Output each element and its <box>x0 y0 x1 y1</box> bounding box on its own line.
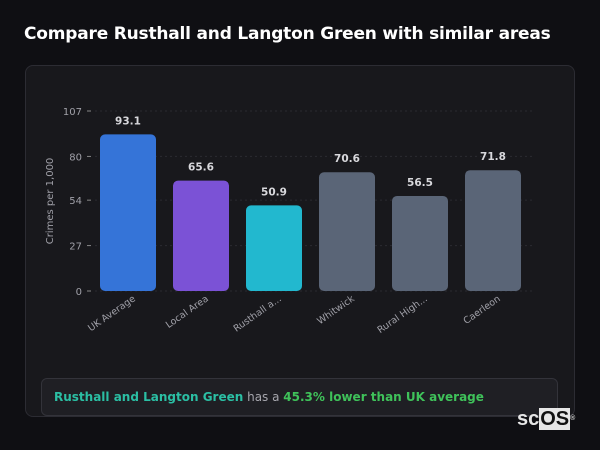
bar-5 <box>465 170 521 291</box>
summary-comparison: 45.3% lower than UK average <box>283 390 484 404</box>
bar-value-label: 56.5 <box>407 177 433 189</box>
bar-1 <box>173 180 229 291</box>
bar-value-label: 70.6 <box>334 153 360 165</box>
bar-4 <box>392 195 448 291</box>
x-tick-label: Local Area <box>164 293 211 330</box>
y-tick-label: 107 <box>63 107 82 118</box>
y-tick-label: 54 <box>69 196 82 207</box>
x-tick-label: Rusthall a... <box>232 293 284 334</box>
bar-2 <box>246 205 302 291</box>
bar-3 <box>319 172 375 291</box>
page-title: Compare Rusthall and Langton Green with … <box>24 24 551 44</box>
y-tick-label: 80 <box>69 152 82 163</box>
x-tick-label: Caerleon <box>462 293 503 326</box>
y-axis-label: Crimes per 1,000 <box>45 158 56 245</box>
y-tick-label: 27 <box>69 242 82 253</box>
x-tick-label: Rural High... <box>376 293 430 336</box>
x-tick-label: Whitwick <box>315 293 357 327</box>
summary-box: Rusthall and Langton Green has a 45.3% l… <box>41 378 558 416</box>
y-tick-label: 0 <box>76 287 82 298</box>
bar-value-label: 93.1 <box>115 115 141 127</box>
watermark-logo: scOS® <box>517 408 576 430</box>
bar-value-label: 71.8 <box>480 151 506 163</box>
bar-value-label: 65.6 <box>188 162 214 174</box>
summary-area: Rusthall and Langton Green <box>54 390 244 404</box>
summary-connector: has a <box>243 390 284 404</box>
bar-0 <box>100 134 156 291</box>
bar-value-label: 50.9 <box>261 186 287 198</box>
x-tick-label: UK Average <box>86 293 138 334</box>
